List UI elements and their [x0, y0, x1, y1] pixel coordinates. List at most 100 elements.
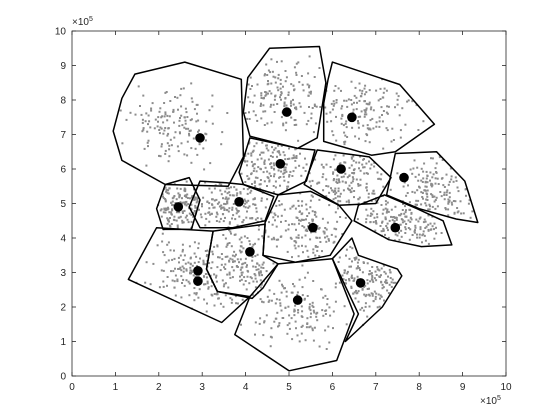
sample-point — [428, 203, 431, 206]
sample-point — [204, 224, 207, 227]
sample-point — [375, 125, 378, 128]
sample-point — [312, 218, 314, 221]
sample-point — [307, 225, 309, 228]
sample-point — [297, 255, 300, 258]
sample-point — [435, 226, 437, 229]
sample-point — [268, 90, 271, 93]
sample-point — [211, 198, 214, 201]
sample-point — [219, 189, 222, 192]
sample-point — [277, 77, 280, 80]
sample-point — [166, 134, 169, 137]
sample-point — [382, 264, 385, 267]
sample-point — [236, 192, 239, 195]
sample-point — [469, 216, 472, 219]
sample-point — [379, 225, 382, 227]
sample-point — [255, 170, 258, 173]
sample-point — [313, 76, 316, 78]
sample-point — [121, 142, 124, 145]
sample-point — [258, 271, 261, 274]
sample-point — [417, 179, 420, 182]
sample-point — [295, 216, 298, 219]
sample-point — [180, 114, 183, 117]
sample-point — [292, 204, 295, 207]
sample-point — [238, 249, 241, 252]
sample-point — [351, 126, 354, 129]
sample-point — [388, 268, 391, 271]
sample-point — [186, 218, 189, 221]
sample-point — [231, 217, 233, 220]
sample-point — [226, 242, 229, 245]
sample-point — [387, 210, 390, 213]
sample-point — [369, 280, 372, 283]
sample-point — [355, 257, 358, 260]
sample-point — [293, 310, 296, 313]
sample-point — [224, 282, 227, 285]
sample-point — [280, 98, 282, 101]
sample-point — [328, 239, 330, 242]
sample-point — [357, 183, 360, 185]
sample-point — [366, 172, 369, 175]
sample-point — [206, 254, 209, 256]
sample-point — [348, 265, 351, 268]
sample-point — [426, 193, 429, 196]
sample-point — [310, 184, 312, 187]
y-tick-label: 4 — [60, 234, 66, 245]
sample-point — [146, 141, 149, 144]
sample-point — [234, 295, 237, 298]
sample-point — [308, 222, 311, 224]
sample-point — [357, 202, 360, 205]
sample-point — [240, 266, 243, 269]
sample-point — [340, 176, 343, 179]
sample-point — [224, 255, 227, 258]
sample-point — [147, 145, 149, 148]
sample-point — [313, 213, 316, 216]
sample-point — [263, 321, 266, 324]
sample-point — [162, 269, 165, 272]
sample-point — [408, 238, 411, 241]
sample-point — [353, 277, 356, 280]
sample-point — [162, 251, 165, 254]
sample-point — [152, 262, 155, 265]
sample-point — [273, 111, 276, 113]
sample-point — [379, 87, 382, 90]
sample-point — [287, 305, 290, 308]
sample-point — [257, 166, 260, 169]
sample-point — [230, 186, 232, 189]
sample-point — [279, 184, 281, 187]
sample-point — [322, 189, 325, 192]
sample-point — [354, 86, 357, 89]
sample-point — [237, 210, 240, 213]
sample-point — [215, 215, 218, 218]
sample-point — [228, 222, 231, 225]
sample-point — [189, 266, 192, 269]
sample-point — [380, 230, 383, 233]
sample-point — [169, 249, 172, 252]
sample-point — [364, 302, 367, 305]
sample-point — [195, 293, 198, 296]
y-tick-label: 1 — [60, 337, 66, 348]
sample-point — [423, 218, 426, 221]
sample-point — [340, 122, 343, 125]
sample-point — [209, 274, 212, 277]
sample-point — [303, 297, 306, 300]
sample-point — [434, 177, 437, 180]
sample-point — [222, 220, 225, 223]
sample-point — [215, 280, 218, 283]
sample-point — [297, 245, 300, 248]
sample-point — [351, 172, 354, 174]
sample-point — [308, 212, 311, 215]
sample-point — [280, 170, 283, 173]
sample-point — [190, 118, 193, 121]
sample-point — [275, 225, 278, 228]
sample-point — [211, 94, 214, 97]
sample-point — [409, 228, 412, 231]
sample-point — [164, 149, 167, 152]
sample-point — [213, 293, 216, 295]
sample-point — [309, 199, 312, 202]
sample-point — [190, 161, 193, 164]
sample-point — [386, 226, 389, 229]
sample-point — [285, 76, 288, 79]
sample-point — [159, 107, 162, 110]
sample-point — [242, 247, 245, 250]
sample-point — [183, 201, 186, 204]
